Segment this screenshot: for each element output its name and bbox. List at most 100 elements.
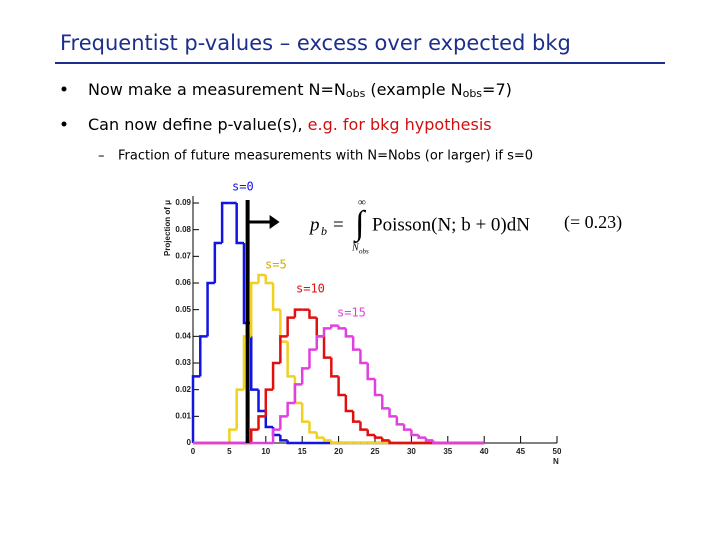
histogram-step — [359, 349, 368, 365]
histogram-step — [431, 440, 441, 445]
series-annotation: s=15 — [337, 306, 366, 320]
histogram-step — [257, 415, 266, 430]
histogram-step — [257, 273, 266, 283]
x-tick-label: 0 — [191, 447, 196, 456]
histogram-step — [279, 415, 288, 430]
subscript: obs — [346, 87, 366, 100]
histogram-step — [402, 424, 412, 431]
histogram-step — [286, 440, 295, 445]
bullet-dot — [61, 121, 67, 127]
histogram-step — [337, 325, 346, 330]
histogram-step — [359, 421, 368, 431]
series-annotation: s=5 — [265, 258, 287, 272]
histogram-step — [279, 335, 288, 363]
x-tick-label: 30 — [407, 447, 416, 456]
y-tick-label: 0.05 — [175, 305, 191, 314]
histogram-step — [271, 283, 281, 311]
histogram-step — [228, 428, 237, 443]
histogram-step — [351, 336, 361, 351]
histogram-step — [213, 241, 223, 283]
plot-frame — [193, 196, 557, 443]
y-tick-label: 0.06 — [175, 278, 191, 287]
y-tick-label: 0.02 — [175, 385, 191, 394]
subscript: obs — [463, 87, 483, 100]
histogram-step — [322, 336, 332, 359]
arrow-head — [269, 215, 280, 229]
x-tick-label: 40 — [480, 447, 489, 456]
histogram-step — [395, 416, 405, 426]
x-tick-label: 35 — [443, 447, 452, 456]
histogram-step — [330, 357, 339, 378]
slide-title: Frequentist p-values – excess over expec… — [60, 31, 571, 55]
bullet: Can now define p-value(s), e.g. for bkg … — [88, 115, 492, 134]
series-annotation: s=10 — [296, 282, 325, 296]
histogram-step — [286, 316, 295, 337]
x-tick-label: 25 — [371, 447, 380, 456]
histogram-step — [308, 421, 317, 434]
histogram-step — [308, 348, 317, 369]
y-tick-label: 0.03 — [175, 358, 191, 367]
histogram-step — [235, 203, 244, 245]
histogram-step — [322, 327, 332, 337]
histogram-step — [344, 328, 354, 338]
histogram-step — [315, 335, 325, 350]
y-axis-label: Projection of μ — [163, 200, 172, 256]
histogram-step — [330, 440, 339, 445]
histogram-step — [293, 308, 303, 318]
x-tick-label: 15 — [298, 447, 307, 456]
histogram-step — [249, 281, 259, 337]
histogram-step — [308, 309, 317, 319]
y-tick-label: 0.01 — [175, 411, 191, 420]
histogram-step — [286, 401, 295, 417]
bullet: Now make a measurement N=Nobs (example N… — [88, 80, 512, 101]
histogram-step — [351, 411, 361, 423]
histogram-step — [315, 432, 325, 439]
sub-bullet-dash: – — [98, 149, 105, 164]
bullet-dot — [61, 86, 67, 92]
histogram-step — [286, 341, 295, 378]
histogram-step — [381, 395, 390, 410]
formula-eq: = — [333, 214, 344, 235]
histogram-step — [373, 379, 383, 397]
histogram-step — [373, 435, 383, 439]
y-tick-label: 0 — [187, 438, 192, 447]
bullet-text: (example N — [365, 80, 462, 99]
y-tick-label: 0.09 — [175, 198, 191, 207]
y-tick-label: 0.07 — [175, 251, 191, 260]
histogram-step — [381, 437, 390, 442]
bullet-text: =7) — [482, 80, 512, 99]
sub-bullet: Fraction of future measurements with N=N… — [118, 149, 533, 164]
histogram-step — [322, 437, 332, 442]
y-tick-label: 0.04 — [175, 331, 191, 340]
figure: 0 0.01 0.02 0.03 0.04 0.05 0.06 0.07 0.08 0.09 0 5 1… — [163, 180, 622, 467]
x-tick-label: 5 — [227, 447, 232, 456]
formula-integral: ∫ — [353, 205, 367, 244]
histogram-step — [417, 435, 426, 439]
formula-lower: N — [351, 242, 360, 253]
histogram-step — [293, 383, 303, 403]
formula-p: p — [308, 214, 320, 235]
x-tick-label: 45 — [516, 447, 525, 456]
formula-sub: b — [321, 224, 327, 238]
x-axis-label: N — [553, 457, 559, 466]
histogram-step — [235, 388, 244, 430]
histogram-step — [257, 389, 266, 413]
histogram-step — [344, 395, 354, 413]
formula-upper: ∞ — [358, 197, 366, 209]
bullet-text: Now make a measurement N=N — [88, 80, 346, 99]
x-tick-label: 10 — [261, 447, 270, 456]
histogram-step — [220, 201, 230, 243]
formula-lower-sub: obs — [359, 248, 369, 256]
histogram-step — [366, 363, 375, 381]
histogram-step — [388, 408, 397, 418]
histogram-step — [249, 323, 259, 391]
x-tick-label: 50 — [553, 447, 562, 456]
histogram-step — [300, 403, 310, 423]
histogram-step — [249, 428, 259, 443]
bullet-highlight: e.g. for bkg hypothesis — [308, 115, 492, 134]
histogram-step — [337, 376, 346, 397]
histogram-step — [199, 335, 208, 377]
histogram-step — [191, 375, 201, 443]
